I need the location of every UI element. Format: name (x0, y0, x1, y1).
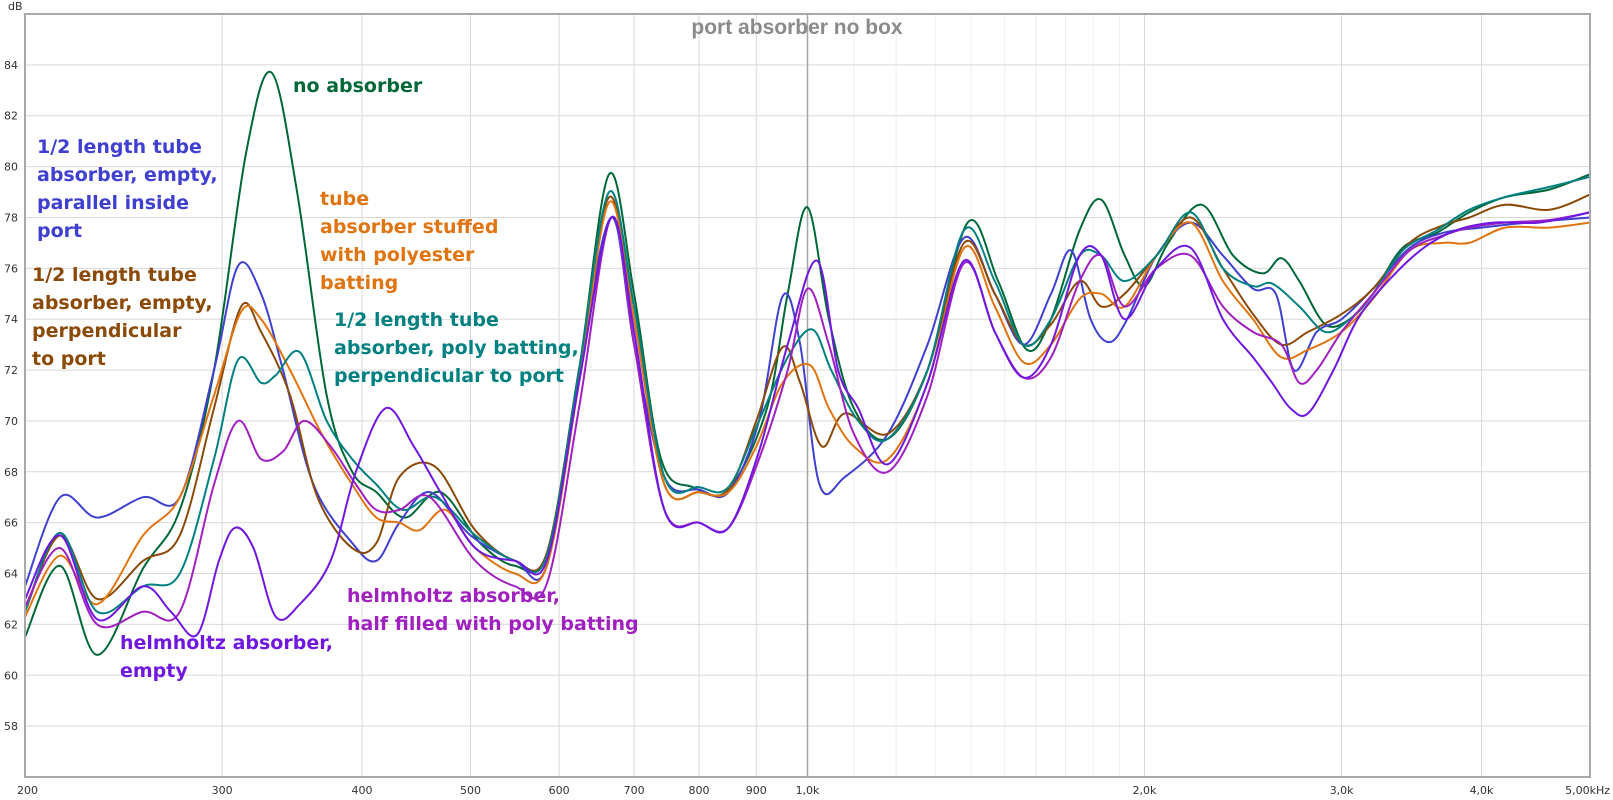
annotation-line: absorber, empty, (37, 164, 218, 186)
plot-frame (24, 13, 1591, 778)
series-annotation-3: tube absorber stuffed with polyester battin… (320, 188, 498, 294)
y-axis-unit-label: dB (8, 0, 23, 13)
x-tick-label: 800 (689, 784, 710, 797)
y-tick-label: 80 (4, 161, 18, 174)
annotation-line: half filled with poly batting (347, 613, 639, 635)
x-tick-label: 500 (460, 784, 481, 797)
y-tick-label: 64 (4, 568, 18, 581)
annotation-line: parallel inside (37, 192, 189, 214)
y-tick-label: 84 (4, 59, 18, 72)
series-line-1 (24, 70, 1591, 656)
annotation-line: perpendicular to port (334, 365, 564, 387)
x-tick-label: 2,0k (1133, 784, 1157, 797)
x-tick-label: 300 (212, 784, 233, 797)
annotation-line: tube (320, 188, 369, 210)
annotation-line: batting (320, 272, 398, 294)
y-tick-label: 74 (4, 313, 18, 326)
x-tick-label: 5,00kHz (1565, 784, 1610, 797)
y-tick-label: 82 (4, 110, 18, 123)
tick-labels: 58 60 62 64 66 68 70 72 74 76 78 80 82 84 200 300 400 500… (4, 59, 1610, 797)
x-tick-label: 1,0k (796, 784, 820, 797)
x-tick-label: 700 (624, 784, 645, 797)
series-annotation-1: no absorber (293, 75, 423, 97)
y-tick-label: 66 (4, 517, 18, 530)
series-annotation-2: 1/2 length tube absorber, empty, parallel … (37, 136, 218, 242)
annotation-line: port (37, 220, 82, 242)
series-line-4 (24, 200, 1591, 618)
annotation-line: 1/2 length tube (334, 309, 499, 331)
y-tick-label: 68 (4, 466, 18, 479)
annotation-line: absorber, poly batting, (334, 337, 579, 359)
chart-title: port absorber no box (691, 16, 903, 39)
series-line-6 (24, 211, 1591, 629)
y-tick-label: 72 (4, 364, 18, 377)
y-tick-label: 76 (4, 262, 18, 275)
annotation-line: with polyester (320, 244, 475, 266)
series-annotation-4: 1/2 length tube absorber, empty, perpendic… (32, 264, 213, 370)
annotation-line: absorber, empty, (32, 292, 213, 314)
series-lines (24, 70, 1591, 656)
x-tick-label: 3,0k (1330, 784, 1354, 797)
annotation-line: perpendicular (32, 320, 182, 342)
annotation-line: helmholtz absorber, (347, 585, 560, 607)
x-tick-label: 900 (746, 784, 767, 797)
series-annotations: no absorber 1/2 length tube absorber, empt… (32, 75, 639, 682)
grid (25, 14, 1590, 777)
series-annotation-7: helmholtz absorber, empty (120, 632, 333, 682)
x-tick-label: 600 (549, 784, 570, 797)
annotation-line: absorber stuffed (320, 216, 498, 238)
series-annotation-6: helmholtz absorber, half filled with poly… (347, 585, 639, 635)
x-tick-label: 400 (352, 784, 373, 797)
series-line-7 (24, 211, 1591, 638)
annotation-line: to port (32, 348, 106, 370)
annotation-line: no absorber (293, 75, 423, 97)
y-tick-label: 62 (4, 618, 18, 631)
annotation-line: helmholtz absorber, (120, 632, 333, 654)
y-tick-label: 78 (4, 211, 18, 224)
annotation-line: empty (120, 660, 188, 682)
y-tick-label: 60 (4, 669, 18, 682)
x-tick-label: 200 (17, 784, 38, 797)
annotation-line: 1/2 length tube (32, 264, 197, 286)
annotation-line: 1/2 length tube (37, 136, 202, 158)
series-annotation-5: 1/2 length tube absorber, poly batting, pe… (334, 309, 579, 387)
x-tick-label: 4,0k (1470, 784, 1494, 797)
y-tick-label: 70 (4, 415, 18, 428)
y-tick-label: 58 (4, 720, 18, 733)
